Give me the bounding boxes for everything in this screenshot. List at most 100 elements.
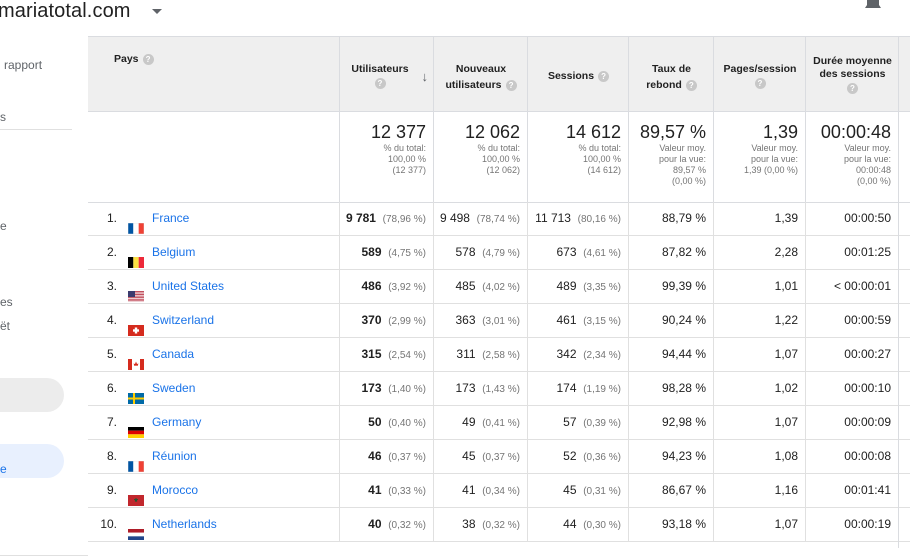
country-link[interactable]: Morocco [152, 483, 199, 497]
help-icon[interactable]: ? [505, 79, 517, 91]
table-row: 1. France 9 781 (78,96 %) 9 498 (78,74 %) 11… [88, 202, 910, 236]
sidebar-item[interactable]: ët [0, 319, 11, 333]
percent: (1,40 %) [388, 384, 426, 395]
flag-icon [128, 316, 144, 336]
help-icon[interactable]: ? [685, 79, 697, 91]
country-link[interactable]: Netherlands [152, 517, 217, 531]
country-link[interactable]: Germany [152, 415, 202, 429]
percent: (0,40 %) [388, 418, 426, 429]
cell-avg-duration: 00:01:25 [805, 236, 899, 269]
cell-country: 9. Morocco [88, 474, 339, 507]
summary-bounce-rate: 89,57 % Valeur moy. pour la vue: 89,57 %… [628, 111, 714, 202]
cell-sessions: 45 (0,31 %) [527, 474, 629, 507]
cell-country: 3. United States [88, 270, 339, 303]
sidebar-item-active[interactable] [0, 444, 64, 478]
help-icon[interactable]: ? [754, 78, 766, 89]
col-header-pages-session[interactable]: Pages/session ? [713, 37, 806, 111]
percent: (0,32 %) [388, 520, 426, 531]
value: 173 [361, 381, 382, 395]
cell-pages-session: 1,16 [713, 474, 806, 507]
cell-pages-session: 1,01 [713, 270, 806, 303]
property-title[interactable]: mariatotal.com [0, 0, 131, 22]
sidebar-item[interactable]: rapport [4, 58, 43, 72]
value: 94,44 % [661, 347, 706, 361]
cell-country: 8. Réunion [88, 440, 339, 473]
country-link[interactable]: United States [152, 279, 225, 293]
cell-users: 370 (2,99 %) [339, 304, 434, 337]
value: 00:00:50 [844, 211, 891, 225]
value: 1,22 [774, 313, 798, 327]
row-rank: 6. [106, 381, 117, 395]
country-link[interactable]: Sweden [152, 381, 196, 395]
percent: (0,37 %) [482, 452, 520, 463]
value: 38 [462, 517, 476, 531]
cell-new-users: 363 (3,01 %) [433, 304, 528, 337]
cell-pages-session: 1,22 [713, 304, 806, 337]
value: 2,28 [774, 245, 798, 259]
notification-bell-icon[interactable] [862, 0, 884, 12]
row-rank: 7. [106, 415, 117, 429]
sidebar-item[interactable]: s [0, 110, 6, 124]
row-rank: 9. [106, 483, 117, 497]
country-link[interactable]: Switzerland [152, 313, 215, 327]
percent: (3,92 %) [388, 282, 426, 293]
country-link[interactable]: Canada [152, 347, 195, 361]
value: 00:00:19 [844, 517, 891, 531]
value: 1,07 [774, 517, 798, 531]
row-rank: 8. [106, 449, 117, 463]
table-row: 8. Réunion 46 (0,37 %) 45 (0,37 %) 52 (0,36 … [88, 440, 910, 474]
value: 44 [563, 517, 577, 531]
chevron-down-icon[interactable] [152, 9, 162, 14]
table-row: 2. Belgium 589 (4,75 %) 578 (4,79 %) 673 (4,… [88, 236, 910, 270]
country-link[interactable]: Belgium [152, 245, 196, 259]
sort-arrow-icon[interactable]: ↓ [421, 69, 429, 84]
table-row: 6. Sweden 173 (1,40 %) 173 (1,43 %) 174 (1,1… [88, 372, 910, 406]
row-rank: 4. [106, 313, 117, 327]
col-header-new-users[interactable]: Nouveaux utilisateurs? [433, 37, 528, 111]
value: 92,98 % [661, 415, 706, 429]
cell-bounce-rate: 87,82 % [628, 236, 714, 269]
value: 52 [563, 449, 577, 463]
value: 363 [455, 313, 476, 327]
value: 00:00:10 [844, 381, 891, 395]
col-header-sessions[interactable]: Sessions? [527, 37, 629, 111]
percent: (1,43 %) [482, 384, 520, 395]
value: < 00:00:01 [833, 279, 891, 293]
percent: (4,02 %) [482, 282, 520, 293]
help-icon[interactable]: ? [847, 83, 858, 94]
help-icon[interactable]: ? [142, 53, 154, 65]
cell-country: 10. Netherlands [88, 508, 339, 541]
value: 486 [361, 279, 382, 293]
sidebar-item[interactable]: es [0, 295, 13, 309]
help-icon[interactable]: ? [598, 70, 610, 82]
table-row: 3. United States 486 (3,92 %) 485 (4,02 %) 4… [88, 270, 910, 304]
summary-pages-session: 1,39 Valeur moy. pour la vue: 1,39 (0,00… [713, 111, 806, 202]
help-icon[interactable]: ? [374, 78, 386, 89]
sidebar-item-highlight[interactable] [0, 378, 64, 412]
percent: (0,33 %) [388, 486, 426, 497]
country-link[interactable]: Réunion [152, 449, 197, 463]
flag-icon [128, 486, 144, 506]
cell-sessions: 174 (1,19 %) [527, 372, 629, 405]
percent: (3,01 %) [482, 316, 520, 327]
col-header-bounce-rate[interactable]: Taux de rebond? [628, 37, 714, 111]
value: 461 [556, 313, 577, 327]
cell-avg-duration: 00:00:19 [805, 508, 899, 541]
cell-pages-session: 1,39 [713, 202, 806, 235]
summary-new-users: 12 062 % du total: 100,00 % (12 062) [433, 111, 528, 202]
cell-users: 589 (4,75 %) [339, 236, 434, 269]
col-header-avg-duration[interactable]: Durée moyenne des sessions ? [805, 37, 899, 111]
percent: (2,99 %) [388, 316, 426, 327]
country-link[interactable]: France [152, 211, 190, 225]
col-header-users[interactable]: Utilisateurs ? ↓ [339, 37, 434, 111]
cell-bounce-rate: 93,18 % [628, 508, 714, 541]
sidebar-item[interactable]: e [0, 219, 7, 233]
value: 00:00:09 [844, 415, 891, 429]
col-header-country[interactable]: Pays? [88, 37, 339, 111]
cell-sessions: 44 (0,30 %) [527, 508, 629, 541]
sidebar-active-label[interactable]: e [0, 462, 7, 476]
summary-avg-duration: 00:00:48 Valeur moy. pour la vue: 00:00:… [805, 111, 899, 202]
value: 00:00:59 [844, 313, 891, 327]
percent: (2,54 %) [388, 350, 426, 361]
cell-avg-duration: 00:00:59 [805, 304, 899, 337]
